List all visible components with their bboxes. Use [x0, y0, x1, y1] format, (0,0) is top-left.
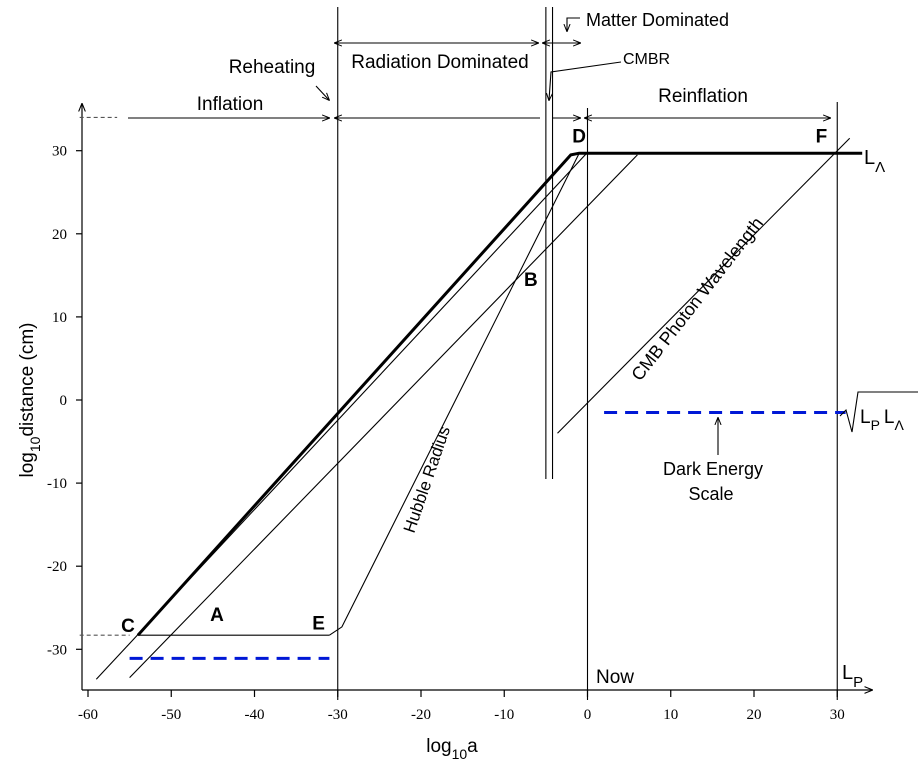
cmb-photon-wavelength-line — [557, 137, 851, 434]
matter-pointer — [567, 17, 580, 31]
guide-dashes — [79, 116, 130, 636]
y-tick-label: -20 — [47, 559, 67, 575]
era-label-inflation: Inflation — [197, 94, 264, 115]
l-lambda-label: LΛ — [864, 147, 885, 176]
hubble-radius-line — [329, 152, 580, 636]
point-label-a: A — [210, 605, 224, 626]
reheating-pointer — [315, 85, 329, 100]
dark-energy-label-2: Scale — [688, 484, 733, 504]
hubble-radius-label: Hubble Radius — [400, 424, 454, 536]
x-axis-title: log10a — [426, 736, 478, 762]
point-label-f: F — [816, 126, 828, 147]
point-label-c: C — [121, 616, 135, 637]
y-tick-label: 10 — [52, 310, 67, 326]
x-tick-label: 20 — [747, 707, 762, 723]
sqrt-symbol — [839, 391, 918, 433]
point-label-e: E — [312, 613, 325, 634]
sqrt-lp-llambda-label: LP LΛ — [860, 407, 905, 433]
point-label-b: B — [524, 270, 538, 291]
x-tick-label: -20 — [411, 707, 431, 723]
axes — [82, 104, 872, 690]
series-line-2 — [95, 152, 588, 680]
y-tick-label: 20 — [52, 227, 67, 243]
x-ticks: -60 -50 -40 -30 -20 -10 0 10 20 30 — [78, 690, 845, 723]
x-tick-label: -50 — [161, 707, 181, 723]
series — [95, 137, 863, 680]
point-label-d: D — [572, 126, 586, 147]
x-tick-label: -30 — [328, 707, 348, 723]
x-tick-label: 30 — [830, 707, 845, 723]
series-line-3 — [129, 154, 638, 678]
x-tick-label: -40 — [245, 707, 265, 723]
x-tick-label: -60 — [78, 707, 98, 723]
cmbr-pointer — [549, 61, 622, 100]
y-ticks: -30 -20 -10 0 10 20 30 — [47, 144, 82, 658]
y-axis-title: log10distance (cm) — [17, 323, 43, 478]
x-tick-label: 0 — [584, 707, 592, 723]
y-tick-label: 30 — [52, 144, 67, 160]
era-label-radiation: Radiation Dominated — [351, 52, 528, 73]
vertical-era-boundaries — [337, 7, 838, 700]
dark-energy-label-1: Dark Energy — [663, 459, 763, 479]
reheating-label: Reheating — [229, 57, 316, 78]
point-labels: A B C D E F — [121, 126, 827, 636]
matter-dominated-label: Matter Dominated — [586, 10, 729, 30]
y-tick-label: -30 — [47, 642, 67, 658]
now-label: Now — [596, 667, 634, 688]
era-arrows — [128, 17, 918, 455]
era-label-reinflation: Reinflation — [658, 86, 748, 107]
y-tick-label: 0 — [60, 393, 68, 409]
y-tick-label: -10 — [47, 476, 67, 492]
x-tick-label: 10 — [663, 707, 678, 723]
cmbr-label: CMBR — [623, 51, 670, 68]
x-tick-label: -10 — [494, 707, 514, 723]
series-line-0 — [136, 151, 863, 637]
cmb-photon-wavelength-label: CMB Photon Wavelength — [627, 213, 767, 384]
labels: Inflation Radiation Dominated Reinflatio… — [17, 10, 905, 762]
l-p-label: LP — [842, 662, 863, 691]
